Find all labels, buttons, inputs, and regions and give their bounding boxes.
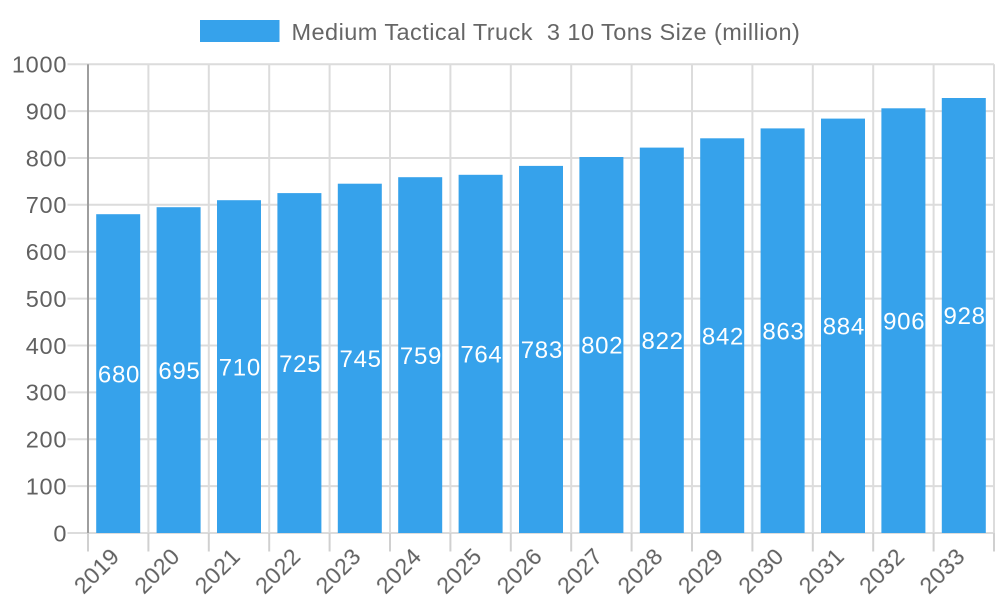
svg-text:680: 680 — [98, 361, 140, 388]
svg-text:300: 300 — [26, 380, 68, 406]
svg-text:100: 100 — [26, 473, 68, 499]
svg-text:Medium Tactical Truck 3 10 To: Medium Tactical Truck 3 10 Tons Size (mi… — [292, 19, 801, 45]
svg-text:783: 783 — [521, 337, 563, 364]
svg-text:725: 725 — [279, 351, 321, 378]
svg-text:842: 842 — [702, 323, 744, 350]
svg-text:745: 745 — [340, 346, 382, 373]
svg-text:400: 400 — [26, 333, 68, 359]
svg-text:710: 710 — [219, 354, 261, 381]
svg-text:928: 928 — [944, 303, 986, 330]
svg-text:200: 200 — [26, 427, 68, 453]
svg-text:906: 906 — [883, 308, 925, 335]
svg-text:863: 863 — [762, 318, 804, 345]
svg-text:500: 500 — [26, 286, 68, 312]
svg-text:700: 700 — [26, 192, 68, 218]
svg-text:600: 600 — [26, 239, 68, 265]
svg-text:802: 802 — [581, 333, 623, 360]
svg-text:0: 0 — [53, 520, 67, 546]
svg-text:759: 759 — [400, 343, 442, 370]
svg-text:1000: 1000 — [12, 52, 67, 78]
svg-text:764: 764 — [460, 342, 502, 369]
svg-text:800: 800 — [26, 145, 68, 171]
svg-text:884: 884 — [823, 314, 865, 341]
svg-text:822: 822 — [642, 328, 684, 355]
svg-text:900: 900 — [26, 98, 68, 124]
svg-text:695: 695 — [158, 358, 200, 385]
